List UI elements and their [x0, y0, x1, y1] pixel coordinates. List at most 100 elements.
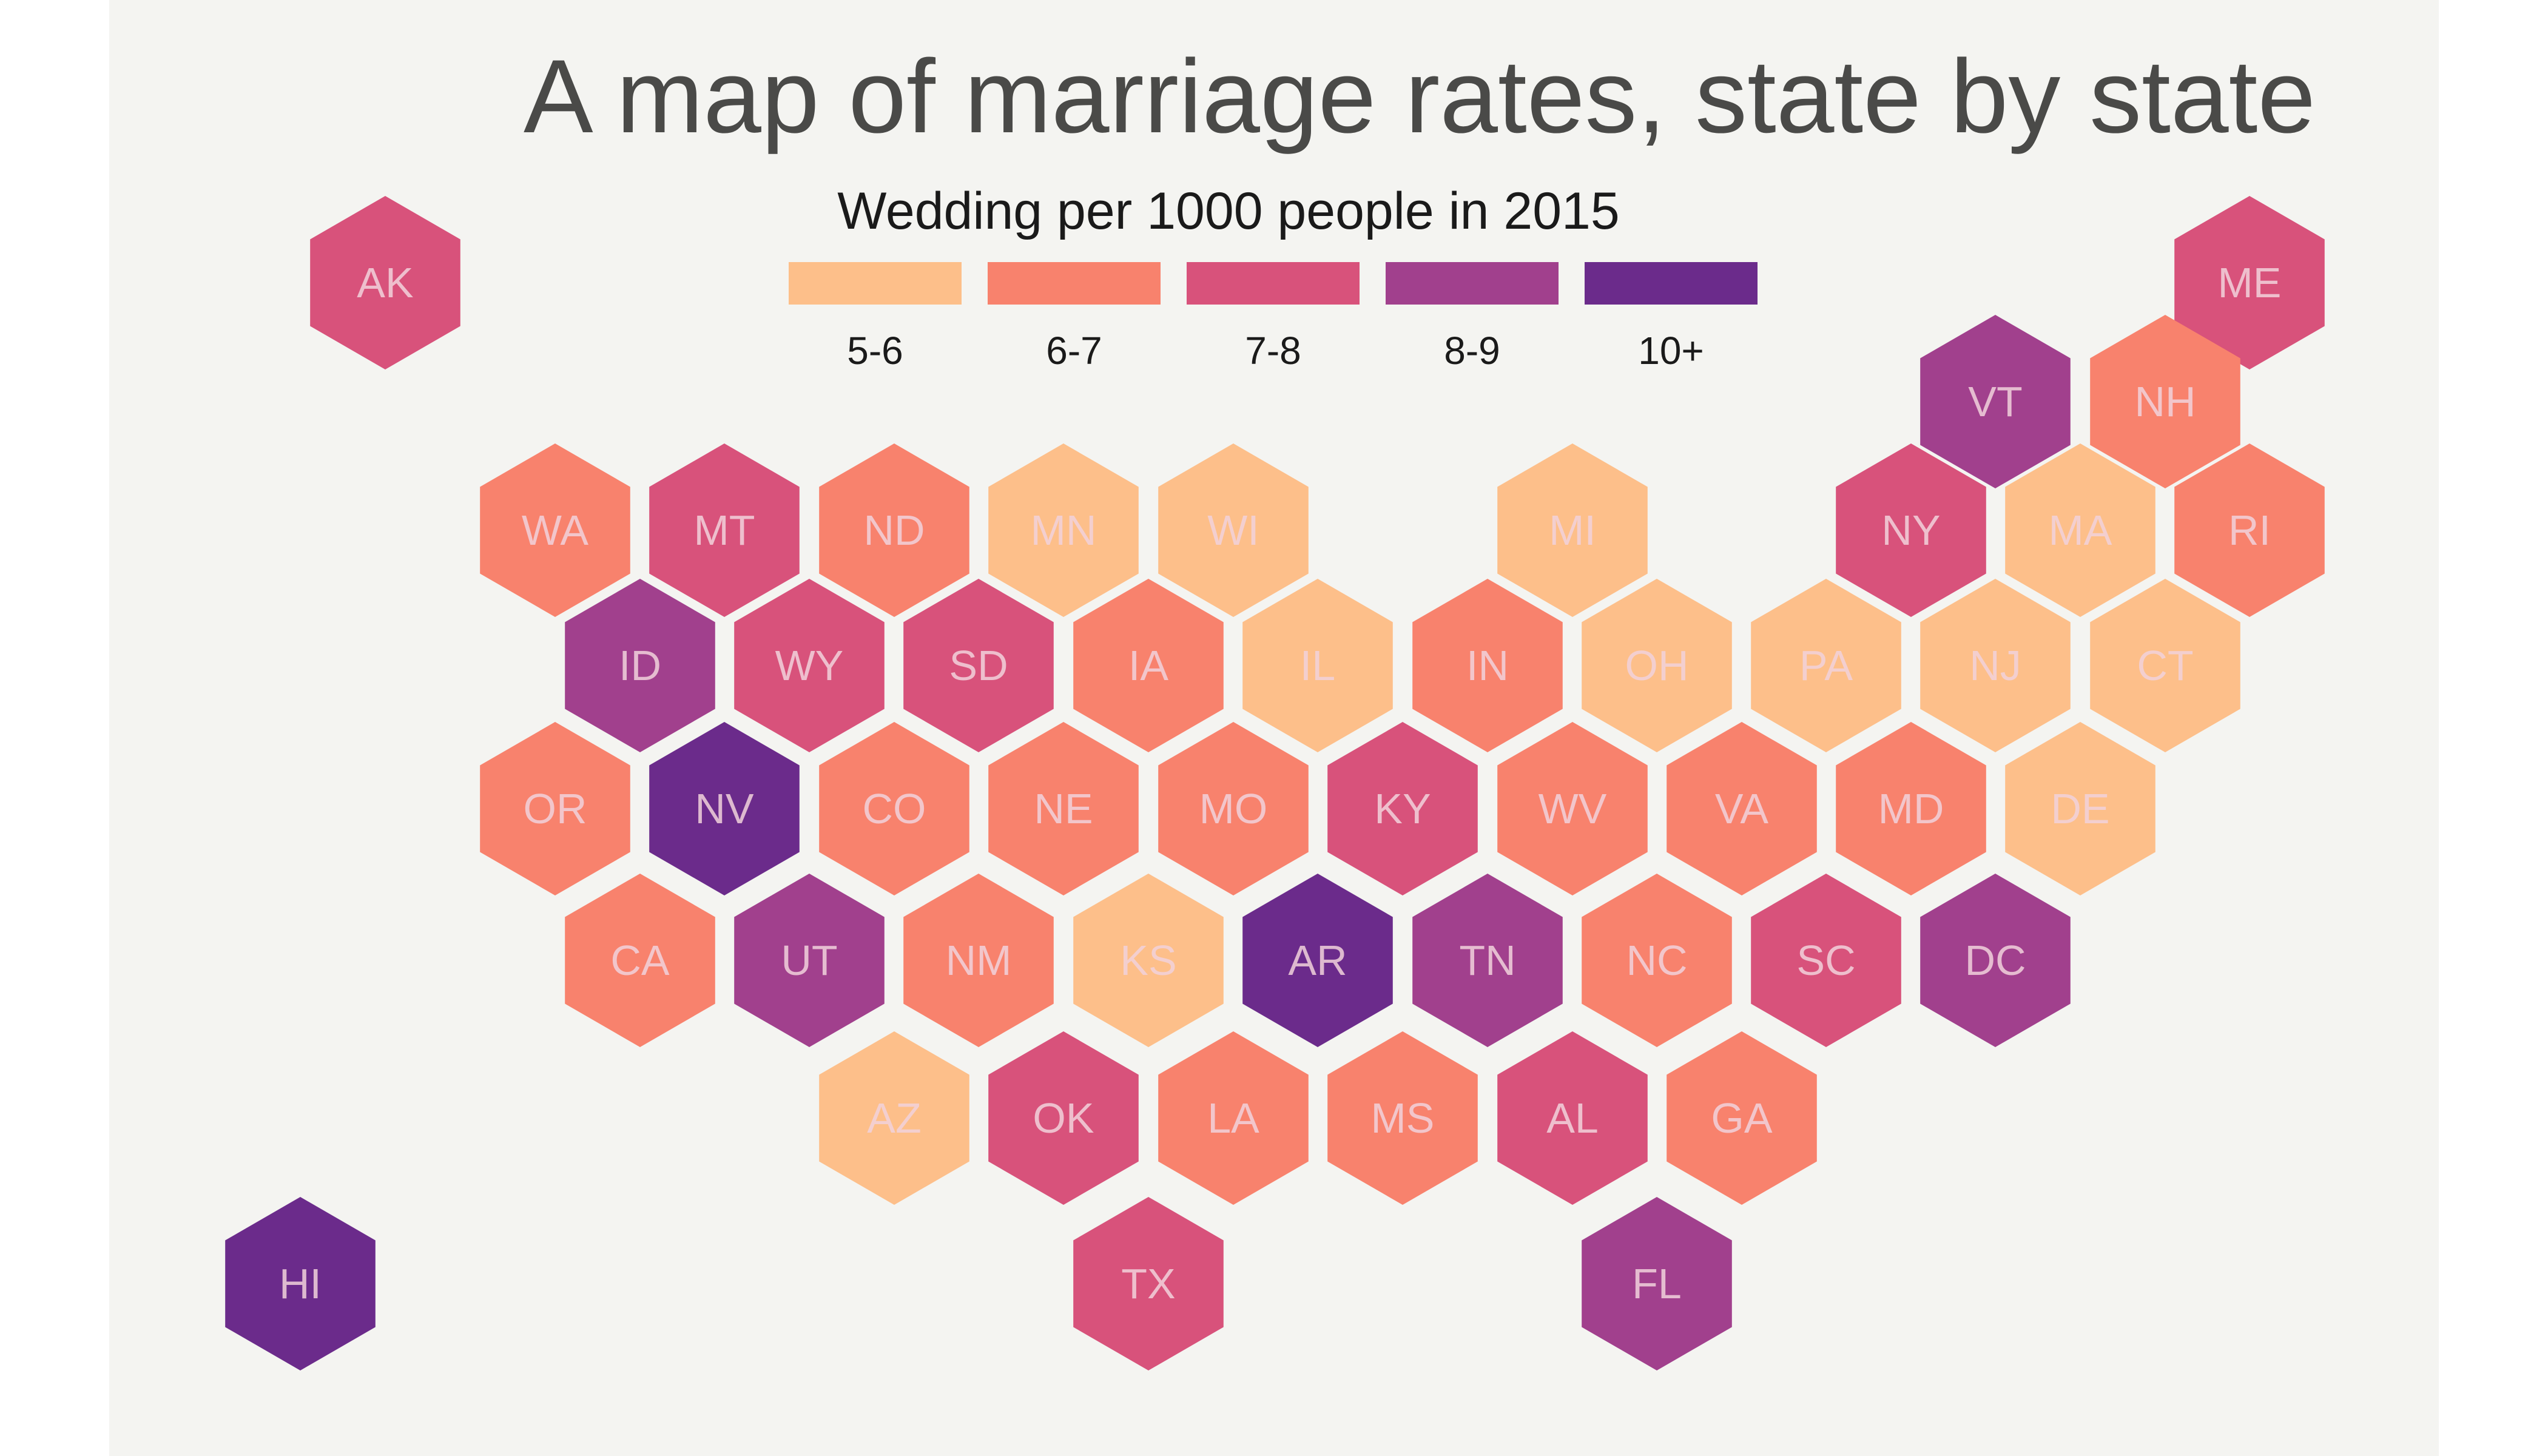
state-hex-wi: WI	[1158, 443, 1309, 617]
state-label-ar: AR	[1288, 937, 1347, 984]
state-hex-mi: MI	[1497, 443, 1648, 617]
state-label-ks: KS	[1120, 937, 1176, 984]
legend-swatch-7-8	[1187, 262, 1360, 305]
state-label-nv: NV	[695, 785, 754, 832]
state-label-hi: HI	[279, 1260, 322, 1307]
legend: 5-6 6-7 7-8 8-9 10+	[789, 262, 1758, 372]
state-label-wi: WI	[1207, 507, 1259, 554]
state-label-sd: SD	[949, 642, 1008, 689]
hex-shape-ct	[2090, 579, 2240, 752]
hex-shape-nd	[819, 443, 969, 617]
hex-shape-mo	[1158, 722, 1309, 895]
state-label-me: ME	[2218, 259, 2282, 306]
state-label-nj: NJ	[1969, 642, 2021, 689]
hex-shape-dc	[1920, 874, 2071, 1047]
state-hex-co: CO	[819, 722, 969, 895]
state-label-mi: MI	[1549, 507, 1596, 554]
hex-shape-wv	[1497, 722, 1648, 895]
state-hex-tn: TN	[1412, 874, 1563, 1047]
state-label-tx: TX	[1121, 1260, 1175, 1307]
state-label-fl: FL	[1632, 1260, 1682, 1307]
legend-label-7-8: 7-8	[1245, 329, 1301, 372]
hex-shape-nv	[649, 722, 800, 895]
state-hex-ut: UT	[734, 874, 885, 1047]
hex-shape-ri	[2174, 443, 2325, 617]
state-hex-mn: MN	[988, 443, 1139, 617]
hex-shape-al	[1497, 1031, 1648, 1205]
state-label-vt: VT	[1968, 378, 2022, 425]
hex-shape-tn	[1412, 874, 1563, 1047]
state-hex-tx: TX	[1073, 1197, 1224, 1370]
state-hex-id: ID	[565, 579, 715, 752]
state-hex-vt: VT	[1920, 315, 2071, 488]
state-label-ok: OK	[1033, 1094, 1094, 1142]
hex-shape-ma	[2005, 443, 2155, 617]
state-label-ca: CA	[610, 937, 670, 984]
state-label-in: IN	[1466, 642, 1509, 689]
hex-shape-nh	[2090, 315, 2240, 488]
hex-shape-va	[1667, 722, 1817, 895]
legend-label-8-9: 8-9	[1444, 329, 1500, 372]
state-hex-md: MD	[1836, 722, 1986, 895]
state-hex-in: IN	[1412, 579, 1563, 752]
hex-shape-ga	[1667, 1031, 1817, 1205]
hex-shape-co	[819, 722, 969, 895]
hex-shape-pa	[1751, 579, 1901, 752]
state-hex-va: VA	[1667, 722, 1817, 895]
state-label-mt: MT	[693, 507, 755, 554]
hex-shape-de	[2005, 722, 2155, 895]
state-label-mn: MN	[1031, 507, 1097, 554]
state-hex-pa: PA	[1751, 579, 1901, 752]
state-label-ne: NE	[1034, 785, 1093, 832]
state-label-az: AZ	[867, 1094, 921, 1142]
hex-shape-id	[565, 579, 715, 752]
state-hex-az: AZ	[819, 1031, 969, 1205]
state-label-co: CO	[863, 785, 926, 832]
state-hex-nd: ND	[819, 443, 969, 617]
legend-label-6-7: 6-7	[1046, 329, 1102, 372]
hex-shape-tx	[1073, 1197, 1224, 1370]
state-label-mo: MO	[1199, 785, 1268, 832]
state-label-nc: NC	[1626, 937, 1687, 984]
hex-shape-vt	[1920, 315, 2071, 488]
hex-shape-md	[1836, 722, 1986, 895]
state-hex-oh: OH	[1582, 579, 1732, 752]
state-hex-mo: MO	[1158, 722, 1309, 895]
state-hex-wy: WY	[734, 579, 885, 752]
state-label-ma: MA	[2049, 507, 2112, 554]
hex-shape-wi	[1158, 443, 1309, 617]
hex-shape-nj	[1920, 579, 2071, 752]
state-hex-nc: NC	[1582, 874, 1732, 1047]
state-label-id: ID	[619, 642, 661, 689]
hex-shape-il	[1242, 579, 1393, 752]
state-label-or: OR	[524, 785, 587, 832]
state-label-al: AL	[1546, 1094, 1599, 1142]
legend-label-5-6: 5-6	[847, 329, 903, 372]
hex-shape-az	[819, 1031, 969, 1205]
state-hex-ct: CT	[2090, 579, 2240, 752]
state-hex-ky: KY	[1327, 722, 1478, 895]
hex-shape-oh	[1582, 579, 1732, 752]
state-label-ia: IA	[1128, 642, 1168, 689]
state-label-de: DE	[2051, 785, 2109, 832]
hex-shape-ks	[1073, 874, 1224, 1047]
state-label-oh: OH	[1625, 642, 1689, 689]
state-hex-nv: NV	[649, 722, 800, 895]
hex-shape-mi	[1497, 443, 1648, 617]
legend-label-10+: 10+	[1638, 329, 1704, 372]
hex-shape-la	[1158, 1031, 1309, 1205]
state-label-ms: MS	[1371, 1094, 1435, 1142]
hex-shape-hi	[225, 1197, 376, 1370]
state-hex-ak: AK	[310, 196, 460, 369]
legend-swatch-10+	[1585, 262, 1758, 305]
hex-shape-wy	[734, 579, 885, 752]
hex-shape-me	[2174, 196, 2325, 369]
state-hex-de: DE	[2005, 722, 2155, 895]
hex-shape-mt	[649, 443, 800, 617]
state-hex-ia: IA	[1073, 579, 1224, 752]
state-label-ct: CT	[2137, 642, 2193, 689]
hex-shape-mn	[988, 443, 1139, 617]
state-hex-hi: HI	[225, 1197, 376, 1370]
